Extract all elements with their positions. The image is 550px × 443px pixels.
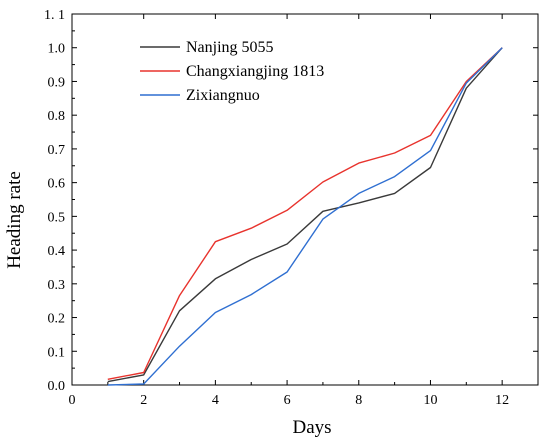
x-axis: 0 2 4 6 8 10 12 xyxy=(69,14,509,408)
legend-label: Changxiangjing 1813 xyxy=(186,63,324,80)
x-tick-label: 2 xyxy=(140,393,147,408)
legend: Nanjing 5055 Changxiangjing 1813 Zixiangnu… xyxy=(140,39,324,104)
y-tick-label: 0.9 xyxy=(48,75,66,90)
x-axis-title: Days xyxy=(292,417,331,438)
y-tick-label: 0.7 xyxy=(48,143,66,158)
y-axis: 0.0 0.1 0.2 0.3 0.4 0.5 0.6 0.7 0.8 0.9 1.0 1. 1 xyxy=(44,8,538,394)
y-tick-label: 0.0 xyxy=(48,379,66,394)
x-tick-label: 12 xyxy=(495,393,509,408)
x-tick-label: 10 xyxy=(423,393,437,408)
y-tick-label: 1. 1 xyxy=(44,8,65,23)
y-tick-label: 0.5 xyxy=(48,210,66,225)
series-line-nanjing-5055 xyxy=(107,47,503,383)
legend-label: Nanjing 5055 xyxy=(186,39,274,56)
x-tick-label: 4 xyxy=(212,393,219,408)
y-tick-label: 0.6 xyxy=(48,177,66,192)
y-tick-label: 0.2 xyxy=(48,312,66,327)
x-tick-label: 8 xyxy=(355,393,362,408)
y-tick-label: 0.3 xyxy=(48,278,66,293)
y-axis-title: Heading rate xyxy=(4,171,25,269)
x-tick-label: 0 xyxy=(69,393,76,408)
x-tick-label: 6 xyxy=(284,393,291,408)
series-line-changxiangjing-1813 xyxy=(107,47,503,380)
y-tick-label: 0.4 xyxy=(48,244,66,259)
series-line-zixiangnuo xyxy=(107,47,503,386)
series-layer xyxy=(107,47,503,386)
y-tick-label: 0.1 xyxy=(48,345,66,360)
y-tick-label: 0.8 xyxy=(48,109,66,124)
legend-label: Zixiangnuo xyxy=(186,87,260,104)
y-tick-label: 1.0 xyxy=(48,42,66,57)
